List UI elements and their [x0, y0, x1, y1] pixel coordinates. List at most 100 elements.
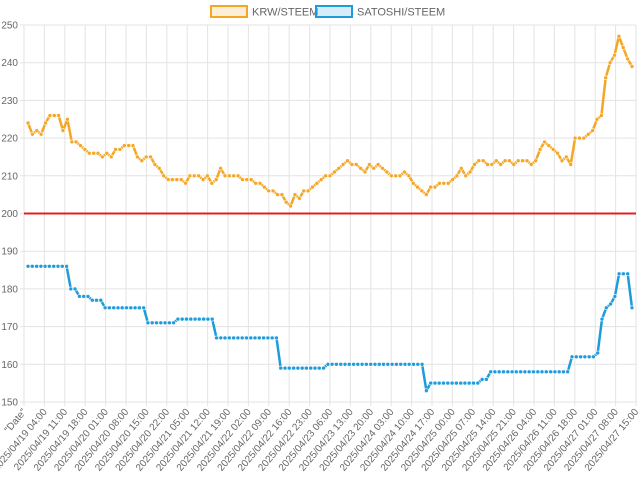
legend-swatch-satoshi-steem — [315, 5, 353, 18]
data-point-krw-steem — [581, 135, 587, 141]
data-point-krw-steem — [253, 181, 258, 186]
data-point-satoshi-steem — [351, 361, 356, 367]
data-point-krw-steem — [349, 162, 355, 167]
data-point-satoshi-steem — [188, 316, 194, 322]
data-point-satoshi-steem — [304, 365, 309, 371]
data-point-krw-steem — [367, 162, 372, 167]
data-point-krw-steem — [279, 192, 285, 197]
data-point-krw-steem — [126, 143, 131, 148]
data-point-krw-steem — [187, 173, 193, 179]
data-point-krw-steem — [113, 147, 118, 152]
data-point-krw-steem — [192, 173, 197, 179]
data-point-krw-steem — [559, 158, 565, 163]
data-point-satoshi-steem — [591, 354, 596, 360]
data-point-krw-steem — [371, 166, 377, 171]
data-point-krw-steem — [95, 150, 101, 156]
data-point-krw-steem — [231, 173, 236, 179]
data-point-satoshi-steem — [248, 335, 254, 341]
data-point-krw-steem — [314, 181, 320, 186]
data-point-satoshi-steem — [222, 335, 228, 341]
data-point-krw-steem — [170, 177, 175, 182]
data-point-krw-steem — [410, 181, 416, 186]
data-point-satoshi-steem — [334, 361, 339, 367]
data-point-satoshi-steem — [235, 335, 241, 341]
data-point-satoshi-steem — [466, 380, 472, 386]
y-tick-label: 220 — [1, 134, 18, 145]
data-point-satoshi-steem — [556, 369, 562, 375]
data-point-satoshi-steem — [526, 369, 532, 375]
data-point-satoshi-steem — [154, 320, 159, 326]
data-point-satoshi-steem — [201, 316, 206, 322]
data-point-satoshi-steem — [441, 380, 446, 386]
data-point-krw-steem — [327, 173, 333, 179]
data-point-satoshi-steem — [346, 361, 352, 367]
data-point-satoshi-steem — [34, 263, 39, 269]
data-point-satoshi-steem — [98, 297, 104, 303]
data-point-krw-steem — [152, 162, 158, 167]
data-point-satoshi-steem — [484, 377, 489, 382]
data-point-satoshi-steem — [171, 320, 176, 326]
data-point-satoshi-steem — [458, 380, 464, 386]
data-point-krw-steem — [161, 173, 166, 179]
data-point-krw-steem — [402, 169, 407, 175]
data-point-satoshi-steem — [25, 263, 31, 269]
legend-label-satoshi-steem: SATOSHI/STEEM — [357, 7, 445, 19]
data-point-krw-steem — [607, 60, 613, 66]
data-point-krw-steem — [445, 181, 451, 186]
data-point-krw-steem — [248, 177, 254, 182]
data-point-krw-steem — [332, 169, 337, 175]
data-point-satoshi-steem — [321, 365, 326, 371]
data-point-krw-steem — [577, 135, 582, 141]
data-point-satoshi-steem — [175, 316, 181, 322]
data-point-krw-steem — [528, 162, 534, 167]
data-point-krw-steem — [266, 188, 272, 194]
data-point-satoshi-steem — [329, 361, 335, 367]
data-point-satoshi-steem — [308, 365, 314, 371]
data-point-satoshi-steem — [629, 305, 635, 311]
data-point-krw-steem — [493, 158, 499, 163]
data-point-satoshi-steem — [569, 354, 575, 360]
data-point-satoshi-steem — [149, 320, 155, 326]
data-point-krw-steem — [590, 128, 595, 133]
data-point-krw-steem — [87, 150, 92, 156]
data-point-satoshi-steem — [578, 354, 583, 360]
data-point-krw-steem — [117, 147, 123, 152]
data-point-krw-steem — [476, 158, 482, 163]
y-tick-label: 150 — [1, 398, 18, 409]
data-point-satoshi-steem — [269, 335, 275, 341]
data-point-satoshi-steem — [419, 361, 425, 367]
data-point-satoshi-steem — [424, 388, 429, 394]
data-point-satoshi-steem — [513, 369, 519, 375]
data-point-krw-steem — [227, 173, 232, 179]
data-point-krw-steem — [82, 147, 88, 152]
data-point-satoshi-steem — [29, 263, 35, 269]
data-point-satoshi-steem — [261, 335, 266, 341]
data-point-krw-steem — [406, 173, 412, 179]
data-point-satoshi-steem — [218, 335, 224, 341]
data-point-krw-steem — [568, 162, 574, 167]
data-point-krw-steem — [498, 162, 504, 167]
data-point-krw-steem — [157, 166, 162, 171]
data-point-krw-steem — [257, 181, 263, 186]
data-point-satoshi-steem — [385, 361, 391, 367]
legend-item-krw-steem[interactable]: KRW/STEEM — [210, 5, 318, 19]
data-point-krw-steem — [340, 162, 346, 167]
data-point-krw-steem — [78, 143, 83, 148]
data-point-krw-steem — [240, 177, 245, 182]
data-point-satoshi-steem — [488, 369, 493, 375]
data-point-krw-steem — [507, 158, 512, 163]
data-point-krw-steem — [34, 128, 40, 133]
data-point-satoshi-steem — [616, 271, 622, 277]
data-point-satoshi-steem — [77, 294, 82, 299]
data-point-satoshi-steem — [454, 380, 459, 386]
legend-item-satoshi-steem[interactable]: SATOSHI/STEEM — [315, 5, 445, 19]
data-point-krw-steem — [30, 132, 35, 137]
data-point-satoshi-steem — [539, 369, 545, 375]
y-tick-label: 200 — [1, 209, 18, 220]
data-point-krw-steem — [122, 143, 127, 148]
data-point-krw-steem — [135, 154, 140, 160]
data-point-krw-steem — [546, 143, 552, 148]
data-point-krw-steem — [261, 184, 267, 190]
legend-swatch-krw-steem — [210, 5, 248, 18]
data-point-satoshi-steem — [128, 305, 134, 311]
